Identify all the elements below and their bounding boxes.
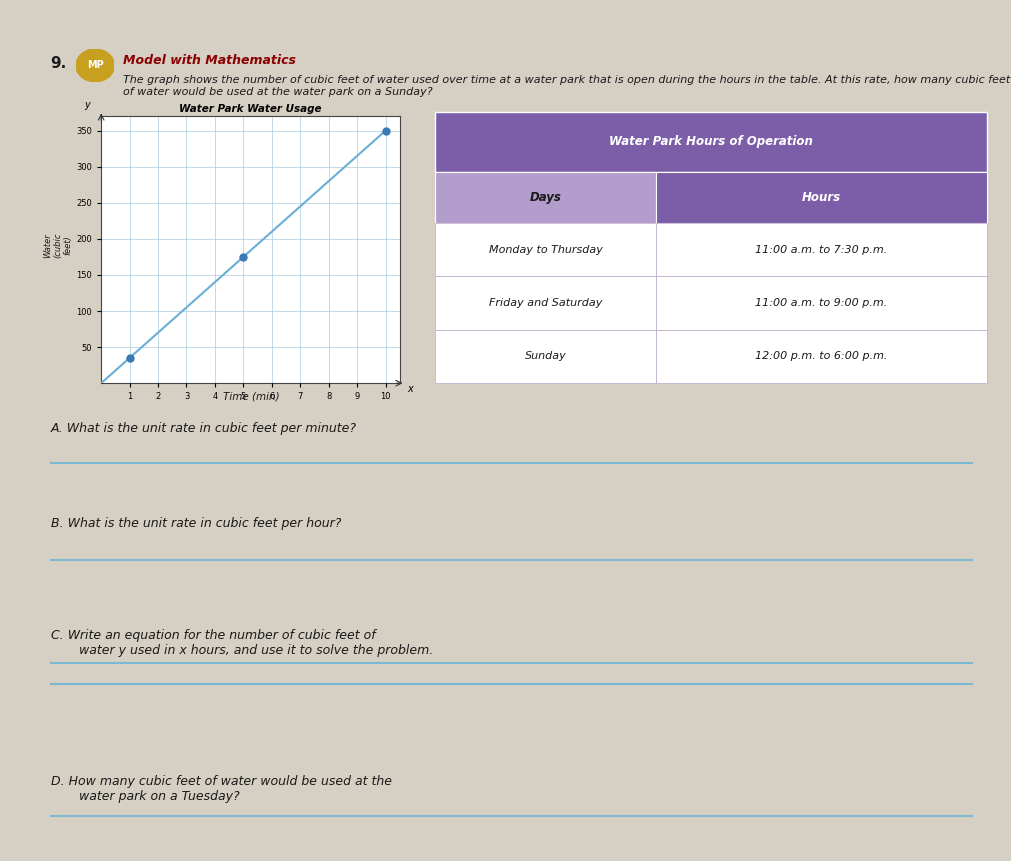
Text: Sunday: Sunday [524, 351, 566, 362]
Text: The graph shows the number of cubic feet of water used over time at a water park: The graph shows the number of cubic feet… [123, 75, 1010, 96]
Text: D. How many cubic feet of water would be used at the
       water park on a Tues: D. How many cubic feet of water would be… [51, 775, 391, 803]
Text: y: y [84, 101, 90, 110]
Text: Water Park Hours of Operation: Water Park Hours of Operation [609, 135, 812, 148]
Bar [435, 276, 655, 330]
Bar [655, 171, 986, 223]
Circle shape [76, 49, 114, 82]
Bar [435, 112, 986, 171]
Bar [435, 223, 655, 276]
Bar [435, 171, 655, 223]
Text: Hours: Hours [801, 191, 840, 204]
Point [235, 250, 251, 263]
Text: 11:00 a.m. to 9:00 p.m.: 11:00 a.m. to 9:00 p.m. [754, 298, 887, 308]
Text: 11:00 a.m. to 7:30 p.m.: 11:00 a.m. to 7:30 p.m. [754, 245, 887, 255]
Text: B. What is the unit rate in cubic feet per hour?: B. What is the unit rate in cubic feet p… [51, 517, 341, 530]
Text: 9.: 9. [51, 56, 67, 71]
Text: Model with Mathematics: Model with Mathematics [123, 54, 296, 67]
Point [121, 351, 137, 365]
Text: Days: Days [529, 191, 561, 204]
Text: A. What is the unit rate in cubic feet per minute?: A. What is the unit rate in cubic feet p… [51, 422, 356, 435]
Text: Time (min): Time (min) [222, 392, 279, 402]
Text: Friday and Saturday: Friday and Saturday [488, 298, 602, 308]
Bar [435, 330, 655, 383]
Point [377, 124, 393, 138]
Title: Water Park Water Usage: Water Park Water Usage [179, 104, 321, 114]
Bar [655, 276, 986, 330]
Bar [655, 223, 986, 276]
Bar [655, 330, 986, 383]
Text: MP: MP [87, 60, 103, 71]
Text: C. Write an equation for the number of cubic feet of
       water y used in x ho: C. Write an equation for the number of c… [51, 629, 433, 657]
Text: Monday to Thursday: Monday to Thursday [488, 245, 602, 255]
Text: Water
(cubic
feet): Water (cubic feet) [42, 232, 73, 258]
Text: 12:00 p.m. to 6:00 p.m.: 12:00 p.m. to 6:00 p.m. [754, 351, 887, 362]
Text: x: x [406, 384, 412, 394]
